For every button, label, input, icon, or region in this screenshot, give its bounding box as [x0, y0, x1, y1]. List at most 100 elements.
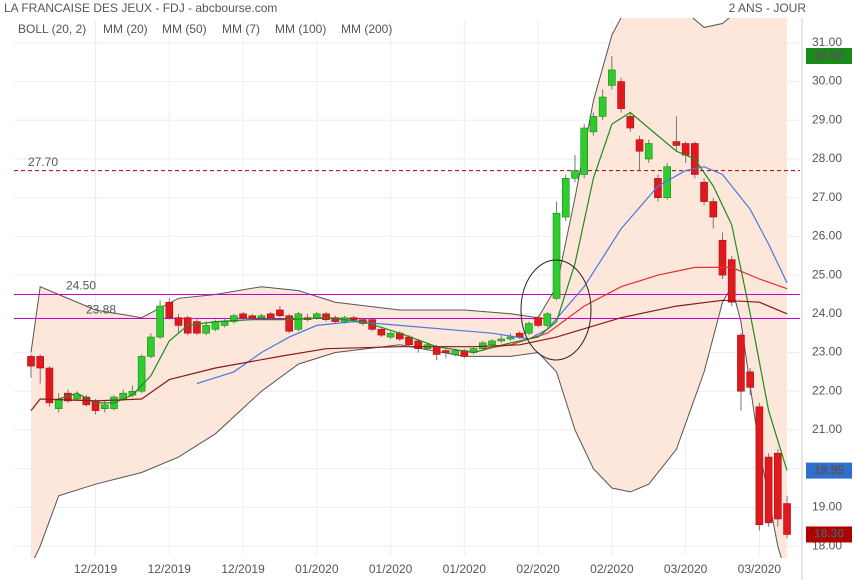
candle-body: [515, 332, 524, 338]
candle-body: [386, 332, 395, 338]
x-tick-label: 12/2019: [148, 562, 192, 576]
candle-body: [100, 404, 109, 409]
candle-body: [617, 81, 625, 109]
candle-body: [608, 69, 616, 86]
candle-body: [45, 367, 54, 404]
candle-body: [497, 338, 506, 342]
reference-label: 23.88: [86, 303, 116, 317]
candle-body: [73, 394, 81, 400]
candle-body: [156, 305, 164, 338]
candle-body: [737, 334, 745, 392]
x-tick-label: 01/2020: [295, 562, 339, 576]
y-tick-label: 23.00: [812, 345, 842, 359]
candle-body: [764, 456, 773, 524]
moving-average: [30, 299, 788, 411]
y-tick-label: 29.00: [812, 112, 842, 126]
candle-body: [405, 336, 413, 346]
candle-body: [589, 116, 598, 133]
candle-body: [257, 315, 266, 318]
highlight-ellipse: [520, 259, 592, 361]
y-tick-label: 27.00: [812, 190, 842, 204]
candle-body: [349, 317, 358, 320]
legend-entry: MM (50): [162, 22, 207, 36]
legend-entry: BOLL (20, 2): [18, 22, 86, 36]
candle-body: [54, 398, 63, 409]
candle-body: [248, 315, 257, 318]
price-marker: [806, 526, 852, 543]
candle-body: [746, 371, 754, 388]
candle-body: [506, 336, 515, 340]
x-tick-label: 02/2020: [516, 562, 560, 576]
candle-body: [654, 178, 662, 198]
candle-body: [36, 356, 45, 369]
candle-body: [700, 181, 708, 202]
candle-body: [598, 96, 607, 117]
candle-body: [672, 141, 681, 146]
y-tick-label: 25.00: [812, 267, 842, 281]
candle-body: [709, 201, 718, 218]
candle-body: [774, 452, 782, 520]
candle-body: [626, 116, 635, 129]
candle-body: [294, 313, 303, 330]
candle-body: [727, 259, 736, 303]
candle-body: [543, 313, 552, 326]
candle-body: [193, 321, 201, 334]
candle-body: [635, 139, 644, 152]
x-tick-label: 02/2020: [590, 562, 634, 576]
chart-subtitle: 2 ANS - JOUR: [729, 1, 807, 15]
candle-body: [137, 356, 146, 392]
legend-entry: MM (200): [341, 22, 392, 36]
candle-body: [285, 315, 293, 332]
candle-body: [276, 309, 284, 317]
reference-label: 27.70: [28, 155, 58, 169]
moving-average: [196, 166, 788, 385]
x-tick-label: 01/2020: [443, 562, 487, 576]
candle-body: [755, 406, 764, 526]
candle-body: [663, 166, 671, 198]
plot-area: [14, 18, 800, 558]
candle-body: [239, 313, 247, 318]
price-marker-label: 19.95: [814, 463, 844, 477]
y-tick-label: 19.00: [812, 500, 842, 514]
candle-body: [322, 313, 330, 320]
legend-entry: MM (7): [222, 22, 260, 36]
candle-body: [230, 315, 238, 322]
candle-body: [525, 323, 533, 334]
x-tick-label: 03/2020: [664, 562, 708, 576]
candle-body: [414, 340, 423, 349]
moving-average: [58, 111, 788, 471]
candle-body: [718, 239, 727, 276]
bollinger-fill: [31, 18, 788, 558]
candle-body: [783, 503, 791, 535]
candle-body: [211, 321, 220, 330]
x-tick-label: 12/2019: [74, 562, 118, 576]
candle-body: [644, 143, 653, 160]
price-marker: [806, 48, 852, 65]
legend-entry: MM (100): [275, 22, 326, 36]
candle-body: [174, 317, 183, 326]
y-tick-label: 24.00: [812, 306, 842, 320]
candle-body: [552, 212, 561, 299]
candle-body: [451, 350, 459, 355]
y-tick-label: 30.00: [812, 74, 842, 88]
x-tick-label: 12/2019: [221, 562, 265, 576]
candle-body: [681, 143, 690, 156]
price-marker: [806, 462, 852, 479]
candle-body: [266, 313, 275, 318]
y-tick-label: 31.00: [812, 35, 842, 49]
candle-body: [580, 127, 589, 175]
chart-title: LA FRANCAISE DES JEUX - FDJ - abcbourse.…: [4, 1, 277, 15]
x-tick-label: 01/2020: [369, 562, 413, 576]
reference-label: 24.50: [66, 279, 96, 293]
y-tick-label: 21.00: [812, 422, 842, 436]
candle-body: [165, 301, 174, 318]
candle-body: [377, 329, 386, 336]
candle-body: [534, 317, 542, 326]
candle-body: [202, 325, 210, 334]
y-tick-label: 28.00: [812, 151, 842, 165]
x-tick-label: 03/2020: [738, 562, 782, 576]
y-tick-label: 22.00: [812, 383, 842, 397]
candle-body: [432, 346, 441, 355]
price-marker-label: 18.30: [814, 527, 844, 541]
candle-body: [442, 350, 450, 353]
